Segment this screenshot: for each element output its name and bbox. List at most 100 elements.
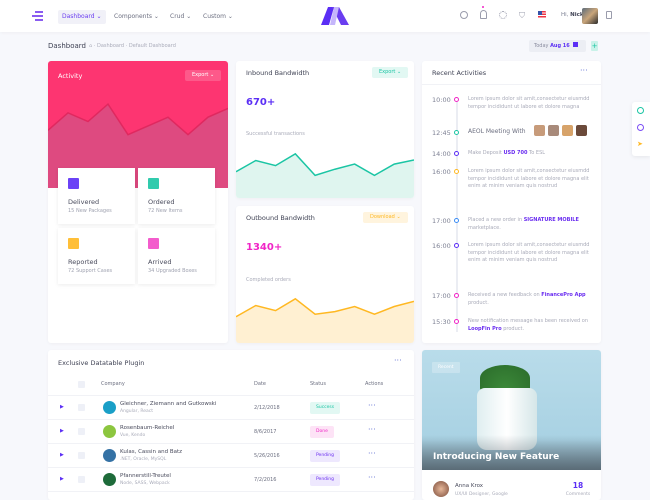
- expand-row-icon[interactable]: ▶: [60, 404, 64, 410]
- nav-custom[interactable]: Custom ⌄: [203, 13, 233, 20]
- export-button[interactable]: Export ⌄: [185, 70, 222, 81]
- stat-tile-ordered[interactable]: Ordered 72 New Items: [138, 168, 215, 224]
- home-icon[interactable]: ⌂: [89, 43, 93, 49]
- outbound-area: [236, 298, 414, 343]
- tile-subtitle: 72 New Items: [148, 208, 183, 214]
- cart-icon[interactable]: ⛉: [519, 11, 525, 20]
- page-title: Dashboard: [48, 42, 86, 50]
- quick-panel-icon[interactable]: [606, 11, 612, 19]
- side-toolbar: ➤: [632, 102, 650, 156]
- table-row[interactable]: ▶ Rosenbaum-Reichel Vue, Kendo 8/6/2017 …: [48, 419, 414, 443]
- inbound-line: [236, 152, 414, 177]
- demo-icon[interactable]: [637, 107, 644, 114]
- status-badge: Done: [310, 426, 334, 438]
- attendee-avatar[interactable]: [562, 125, 573, 136]
- inbound-area: [236, 153, 414, 198]
- table-row[interactable]: ▶ Gleichner, Ziemann and Gutkowski Angul…: [48, 395, 414, 419]
- attendee-avatar[interactable]: [534, 125, 545, 136]
- flag-icon[interactable]: [538, 11, 546, 19]
- breadcrumb-item[interactable]: Dashboard: [96, 43, 125, 49]
- settings-icon[interactable]: [637, 124, 644, 131]
- stat-tile-arrived[interactable]: Arrived 34 Upgraded Boxes: [138, 228, 215, 284]
- row-actions-icon[interactable]: ···: [368, 473, 376, 482]
- column-header[interactable]: Status: [310, 381, 326, 387]
- event-link[interactable]: USD 700: [503, 150, 528, 156]
- add-button[interactable]: +: [591, 41, 598, 51]
- event-link[interactable]: LoopFin Pro: [468, 325, 502, 332]
- attendee-avatar[interactable]: [548, 125, 559, 136]
- user-greeting[interactable]: Hi, Nick: [561, 12, 584, 18]
- row-checkbox[interactable]: [78, 452, 85, 459]
- nav-components[interactable]: Components ⌄: [114, 13, 159, 20]
- table-row[interactable]: [48, 491, 414, 500]
- expand-row-icon[interactable]: ▶: [60, 476, 64, 482]
- company-logo: [103, 401, 116, 414]
- export-button[interactable]: Export ⌄: [372, 67, 409, 78]
- tile-subtitle: 34 Upgraded Boxes: [148, 268, 197, 274]
- download-button[interactable]: Download ⌄: [363, 212, 408, 223]
- tile-subtitle: 15 New Packages: [68, 208, 112, 214]
- event-link[interactable]: SIGNATURE MOBILE: [523, 217, 579, 223]
- stat-tile-delivered[interactable]: Delivered 15 New Packages: [58, 168, 135, 224]
- outbound-value: 1340+: [246, 242, 283, 253]
- layers-icon: [148, 178, 159, 189]
- card-title: Activity: [58, 72, 83, 80]
- row-actions-icon[interactable]: ···: [368, 449, 376, 458]
- inbound-value: 670+: [246, 97, 276, 108]
- bell-icon[interactable]: [480, 10, 487, 19]
- activity-chart: [48, 61, 228, 188]
- timeline-dot: [454, 319, 459, 324]
- logo[interactable]: [321, 7, 349, 25]
- breadcrumb-item[interactable]: Default Dashboard: [128, 43, 176, 49]
- row-checkbox[interactable]: [78, 404, 85, 411]
- row-date: 5/26/2016: [254, 453, 280, 459]
- row-checkbox[interactable]: [78, 428, 85, 435]
- notification-dot: [482, 6, 484, 8]
- expand-row-icon[interactable]: ▶: [60, 452, 64, 458]
- feature-image: [422, 350, 601, 470]
- mail-icon: [68, 238, 79, 249]
- settings-icon[interactable]: [499, 11, 507, 19]
- company-name: Gleichner, Ziemann and Gutkowski: [120, 401, 217, 407]
- nav-crud[interactable]: Crud ⌄: [170, 13, 192, 20]
- more-options-icon[interactable]: ···: [394, 356, 402, 365]
- feature-title[interactable]: Introducing New Feature: [433, 452, 560, 462]
- select-all-checkbox[interactable]: [78, 381, 85, 388]
- column-header[interactable]: Date: [254, 381, 266, 387]
- row-actions-icon[interactable]: ···: [368, 401, 376, 410]
- event-time: 15:30: [432, 318, 451, 326]
- activity-card: Activity Export ⌄ Delivered 15 New Packa…: [48, 61, 228, 343]
- date-picker[interactable]: Today Aug 16: [529, 40, 586, 52]
- tile-subtitle: 72 Support Cases: [68, 268, 113, 274]
- menu-toggle-icon[interactable]: [32, 11, 43, 21]
- row-checkbox[interactable]: [78, 476, 85, 483]
- event-link[interactable]: FinancePro App: [541, 292, 586, 298]
- stat-tile-reported[interactable]: Reported 72 Support Cases: [58, 228, 135, 284]
- inbound-bandwidth-card: Inbound Bandwidth Export ⌄ 670+ Successf…: [236, 61, 414, 198]
- comments-label: Comments: [565, 492, 591, 497]
- inbound-caption: Successful transactions: [246, 131, 305, 137]
- datatable-card: Exclusive Datatable Plugin ··· Company D…: [48, 350, 414, 500]
- button-label: Download: [370, 214, 395, 220]
- more-options-icon[interactable]: ···: [580, 66, 588, 75]
- timeline-dot: [454, 243, 459, 248]
- attendee-avatar[interactable]: [576, 125, 587, 136]
- timeline-dot: [454, 97, 459, 102]
- timeline-line: [456, 99, 458, 332]
- event-time: 12:45: [432, 129, 451, 137]
- column-header[interactable]: Actions: [365, 381, 384, 387]
- nav-dashboard[interactable]: Dashboard ⌄: [58, 10, 106, 24]
- table-row[interactable]: ▶ Kulas, Cassin and Batz .NET, Oracle, M…: [48, 443, 414, 467]
- avatar[interactable]: [582, 8, 598, 24]
- search-icon[interactable]: [460, 11, 468, 19]
- timeline-dot: [454, 130, 459, 135]
- outbound-caption: Completed orders: [246, 277, 291, 283]
- author-name[interactable]: Anna Krox: [455, 483, 484, 489]
- table-row[interactable]: ▶ Pfannerstill-Treutel Node, SASS, Webpa…: [48, 467, 414, 491]
- send-icon[interactable]: ➤: [637, 140, 643, 148]
- event-text: Lorem ipsum dolor sit amit,consectetur e…: [468, 242, 590, 263]
- column-header[interactable]: Company: [101, 381, 125, 387]
- divider: [422, 84, 601, 85]
- expand-row-icon[interactable]: ▶: [60, 428, 64, 434]
- row-actions-icon[interactable]: ···: [368, 425, 376, 434]
